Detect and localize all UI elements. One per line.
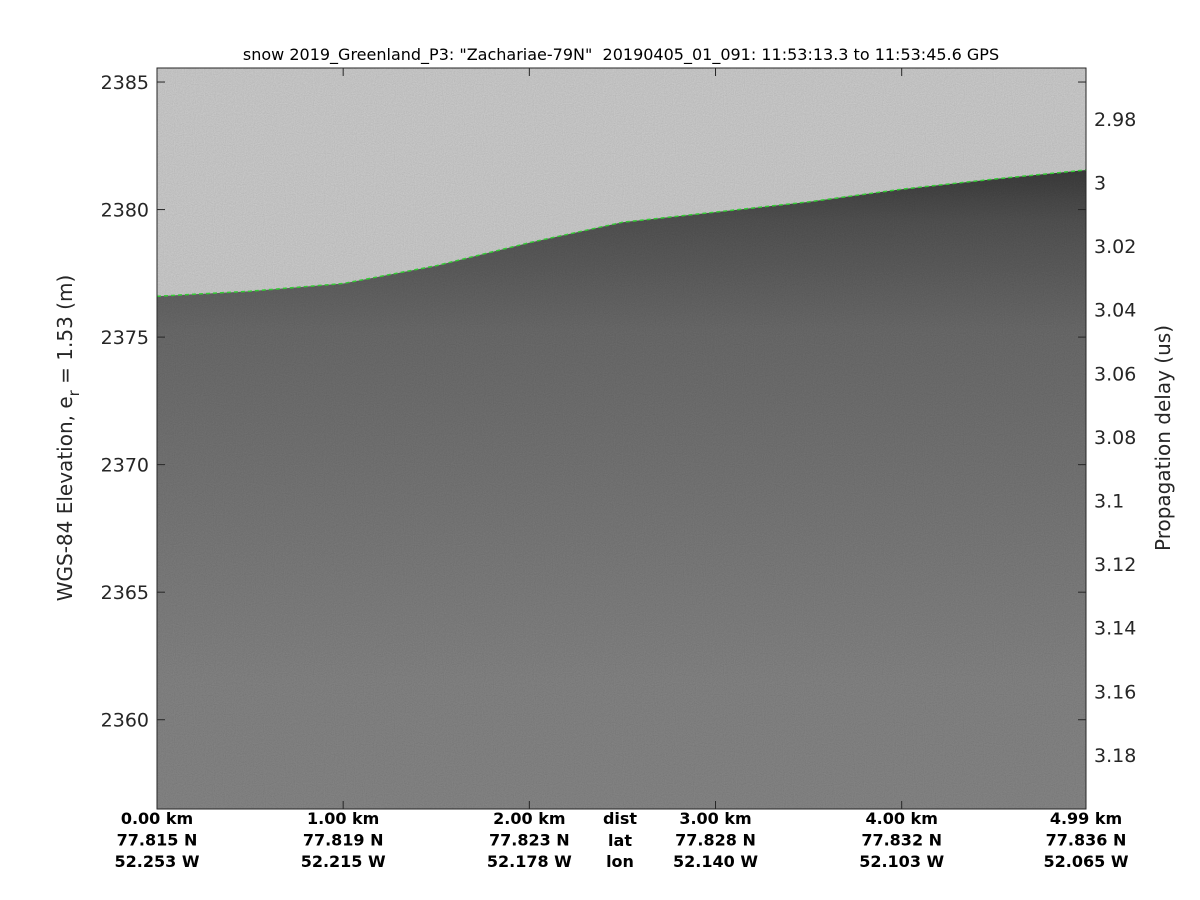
right-tick-label: 3: [1094, 172, 1106, 194]
right-tick-label: 3.06: [1094, 363, 1136, 385]
row-label-dist: dist: [603, 809, 637, 828]
x-tick-lon-label: 52.065 W: [1044, 852, 1129, 871]
right-tick-label: 3.04: [1094, 300, 1136, 322]
x-tick-lat-label: 77.832 N: [861, 831, 942, 850]
right-tick-label: 3.16: [1094, 681, 1136, 703]
surface-layer-line: [156, 169, 1087, 298]
left-tick-label: 2365: [101, 582, 149, 604]
right-tick-label: 3.02: [1094, 236, 1136, 258]
x-tick-dist-label: 4.00 km: [866, 809, 938, 828]
left-tick-label: 2370: [101, 455, 149, 477]
row-label-lat: lat: [608, 831, 632, 850]
left-tick-label: 2380: [101, 200, 149, 222]
right-axis-label: Propagation delay (us): [1151, 325, 1175, 551]
x-tick-dist-label: 4.99 km: [1050, 809, 1122, 828]
plot-frame: [156, 67, 1087, 810]
echogram-firn-region: [157, 170, 1086, 809]
x-tick-dist-label: 2.00 km: [493, 809, 565, 828]
right-tick-label: 3.08: [1094, 427, 1136, 449]
right-tick-label: 3.14: [1094, 618, 1136, 640]
right-tick-label: 3.12: [1094, 554, 1136, 576]
x-tick-dist-label: 3.00 km: [679, 809, 751, 828]
left-tick-label: 2375: [101, 327, 149, 349]
right-tick-label: 3.18: [1094, 745, 1136, 767]
left-tick-label: 2360: [101, 710, 149, 732]
x-tick-lat-label: 77.815 N: [117, 831, 198, 850]
left-axis-label: WGS-84 Elevation, er = 1.53 (m): [53, 275, 83, 602]
x-tick-lon-label: 52.140 W: [673, 852, 758, 871]
row-label-lon: lon: [606, 852, 634, 871]
x-tick-lon-label: 52.103 W: [859, 852, 944, 871]
x-tick-dist-label: 1.00 km: [307, 809, 379, 828]
x-tick-lat-label: 77.823 N: [489, 831, 570, 850]
x-tick-lat-label: 77.836 N: [1046, 831, 1127, 850]
x-tick-lat-label: 77.828 N: [675, 831, 756, 850]
x-tick-dist-label: 0.00 km: [121, 809, 193, 828]
x-tick-lon-label: 52.178 W: [487, 852, 572, 871]
right-tick-label: 2.98: [1094, 109, 1136, 131]
x-tick-lon-label: 52.215 W: [301, 852, 386, 871]
chart-title: snow 2019_Greenland_P3: "Zachariae-79N" …: [243, 45, 999, 65]
right-tick-label: 3.1: [1094, 491, 1124, 513]
x-tick-lat-label: 77.819 N: [303, 831, 384, 850]
x-tick-lon-label: 52.253 W: [115, 852, 200, 871]
left-tick-label: 2385: [101, 72, 149, 94]
